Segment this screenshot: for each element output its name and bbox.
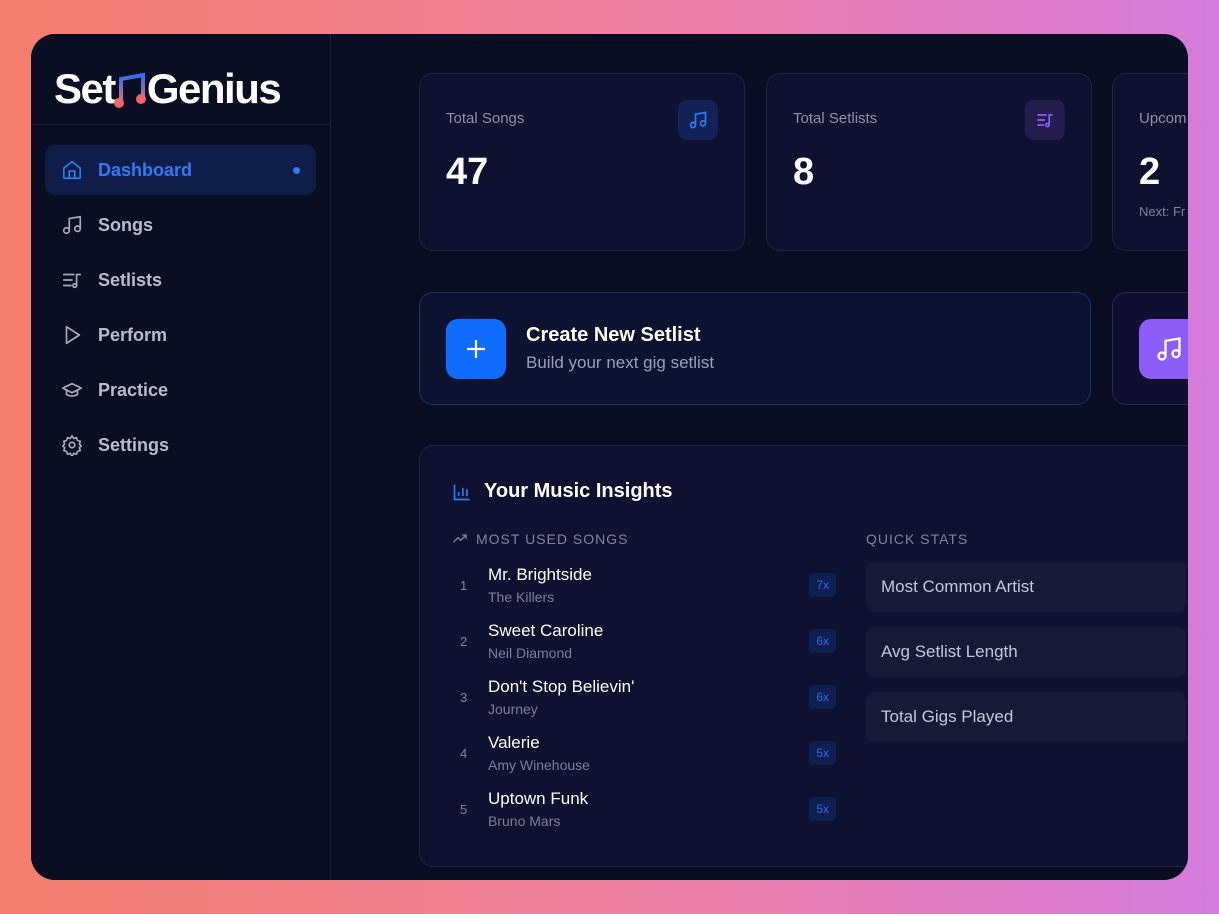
usage-count-badge: 7x [809,573,836,597]
app-window: Set Genius Dashboard Songs Setlists Perf… [31,34,1188,880]
music-note-icon [678,100,718,140]
song-artist: Journey [488,701,538,717]
bar-chart-icon [453,484,470,500]
list-music-icon [1025,100,1065,140]
create-setlist-card[interactable]: Create New Setlist Build your next gig s… [419,292,1091,405]
list-music-icon [62,273,82,289]
song-rank: 3 [460,689,468,705]
sidebar-item-label: Setlists [98,269,163,290]
sidebar-item-setlists[interactable]: Setlists [45,255,316,305]
music-insights-card: Your Music Insights MOST USED SONGS 1 Mr.… [419,445,1188,867]
trending-up-icon [452,534,467,543]
play-icon [65,325,81,345]
sidebar-item-songs[interactable]: Songs [45,200,316,250]
most-used-songs-section: MOST USED SONGS 1 Mr. Brightside The Kille… [452,531,836,837]
sidebar-item-label: Practice [98,379,169,400]
active-indicator-dot [293,166,300,174]
stat-label: Total Songs [446,110,525,127]
gear-icon [62,435,82,456]
quick-stats-section: QUICK STATS Most Common Artist Avg Setli… [866,531,1186,837]
sidebar-item-dashboard[interactable]: Dashboard [45,145,316,195]
song-title: Don't Stop Believin' [488,677,635,696]
sidebar-item-label: Songs [98,214,154,235]
logo-text-right: Genius [146,65,282,112]
sidebar-nav: Dashboard Songs Setlists Perform Practic… [31,125,330,495]
sidebar-item-label: Settings [98,434,170,455]
quick-stat-item: Total Gigs Played [866,692,1186,742]
song-title: Uptown Funk [488,789,589,808]
song-rank: 2 [460,633,468,649]
usage-count-badge: 5x [809,797,836,821]
stat-label: Upcom [1139,110,1187,127]
song-list-item[interactable]: 5 Uptown Funk Bruno Mars 5x [452,781,836,837]
song-rank: 4 [460,745,468,761]
sidebar-item-label: Dashboard [98,159,193,180]
create-setlist-title: Create New Setlist [526,324,701,346]
song-artist: Amy Winehouse [488,757,590,773]
quick-stat-item: Most Common Artist [866,562,1186,612]
sidebar-item-settings[interactable]: Settings [45,420,316,470]
sidebar-item-label: Perform [98,324,168,345]
stat-card-total-setlists: Total Setlists 8 [766,73,1092,251]
song-list-item[interactable]: 3 Don't Stop Believin' Journey 6x [452,669,836,725]
create-setlist-subtitle: Build your next gig setlist [526,353,715,372]
stat-label: Total Setlists [793,110,878,127]
music-note-logo-icon [113,72,146,108]
plus-icon [446,318,506,379]
song-list-item[interactable]: 1 Mr. Brightside The Killers 7x [452,557,836,613]
stat-card-upcoming: Upcom 2 Next: Fr [1112,73,1188,251]
usage-count-badge: 6x [809,629,836,653]
song-rank: 5 [460,801,468,817]
sidebar: Set Genius Dashboard Songs Setlists Perf… [31,34,331,880]
song-artist: The Killers [488,589,555,605]
song-title: Mr. Brightside [488,565,592,584]
song-list-item[interactable]: 2 Sweet Caroline Neil Diamond 6x [452,613,836,669]
section-label: MOST USED SONGS [476,531,629,547]
song-title: Valerie [488,733,540,752]
music-note-icon [62,215,82,235]
quick-stat-item: Avg Setlist Length [866,627,1186,677]
song-artist: Bruno Mars [488,813,561,829]
music-note-icon [1139,318,1188,379]
graduation-cap-icon [62,382,82,397]
stat-value: 8 [793,151,815,193]
sidebar-item-practice[interactable]: Practice [45,365,316,415]
song-list-item[interactable]: 4 Valerie Amy Winehouse 5x [452,725,836,781]
songs-action-card[interactable] [1112,292,1188,405]
insights-title: Your Music Insights [484,480,673,502]
stat-card-total-songs: Total Songs 47 [419,73,745,251]
sidebar-item-perform[interactable]: Perform [45,310,316,360]
main-content: Total Songs 47 Total Setlists 8 Upcom 2 … [331,34,1188,880]
song-artist: Neil Diamond [488,645,573,661]
song-rank: 1 [460,577,468,593]
stat-subtext: Next: Fr [1139,204,1186,219]
home-icon [62,160,82,180]
section-label: QUICK STATS [866,531,969,547]
usage-count-badge: 5x [809,741,836,765]
song-title: Sweet Caroline [488,621,604,640]
usage-count-badge: 6x [809,685,836,709]
stat-value: 47 [446,151,489,193]
logo-text-left: Set [54,65,116,112]
logo[interactable]: Set Genius [31,34,330,125]
stat-value: 2 [1139,151,1161,193]
